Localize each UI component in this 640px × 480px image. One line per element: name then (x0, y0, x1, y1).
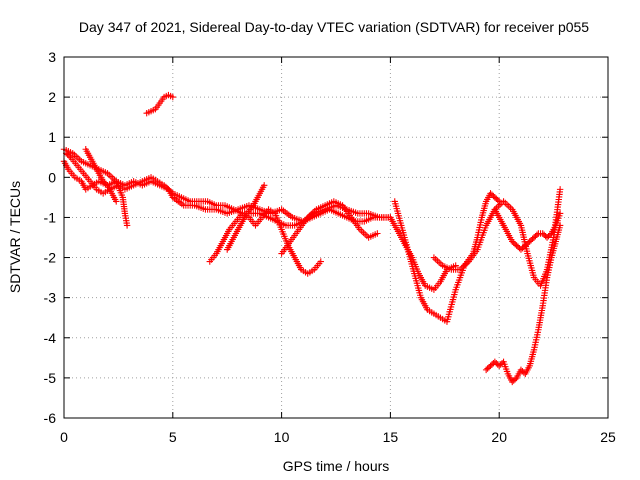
y-axis-label: SDTVAR / TECUs (7, 181, 23, 293)
data-series-track-c (60, 146, 131, 229)
data-point (260, 182, 268, 189)
tick-layer: 0 5 10 15 20 25 -6 -5 -4 -3 -2 -1 0 1 2 3 (44, 49, 616, 445)
data-series-track-g (224, 182, 268, 253)
x-tick-label: 5 (169, 429, 177, 445)
data-point (494, 196, 501, 204)
data-point (556, 222, 564, 229)
data-point (533, 231, 541, 239)
y-tick-label: -3 (44, 290, 57, 306)
x-tick-label: 15 (383, 429, 399, 445)
y-tick-label: 3 (48, 49, 56, 65)
data-series-track-e (143, 91, 176, 117)
data-series-track-l (482, 222, 564, 386)
data-point (102, 180, 110, 188)
data-series-track-k (491, 206, 564, 253)
chart-title: Day 347 of 2021, Sidereal Day-to-day VTE… (79, 19, 589, 35)
plot-frame (63, 56, 609, 419)
grid-layer (64, 57, 608, 418)
data-point (317, 258, 324, 265)
y-tick-label: -2 (44, 250, 57, 266)
data-point (65, 152, 73, 160)
y-tick-label: -5 (44, 370, 57, 386)
data-point (374, 230, 381, 237)
y-tick-label: -4 (44, 330, 57, 346)
data-point (511, 376, 519, 383)
data-point (556, 186, 564, 193)
data-series-track-f (206, 206, 324, 277)
data-point (556, 210, 564, 217)
x-tick-label: 10 (274, 429, 290, 445)
x-axis-label: GPS time / hours (283, 458, 390, 474)
data-point (123, 222, 131, 229)
data-series-track-h (278, 198, 381, 257)
data-point (546, 231, 554, 239)
data-point (387, 214, 394, 221)
y-tick-label: -1 (44, 209, 57, 225)
y-tick-label: 2 (48, 89, 56, 105)
y-tick-label: -6 (44, 410, 57, 426)
data-point (113, 198, 120, 205)
points-layer (60, 91, 564, 386)
data-series-track-d (82, 146, 120, 205)
x-tick-label: 20 (491, 429, 507, 445)
y-tick-label: 1 (48, 129, 56, 145)
data-point (169, 93, 176, 101)
x-tick-label: 25 (600, 429, 616, 445)
y-tick-label: 0 (48, 169, 56, 185)
x-tick-label: 0 (60, 429, 68, 445)
